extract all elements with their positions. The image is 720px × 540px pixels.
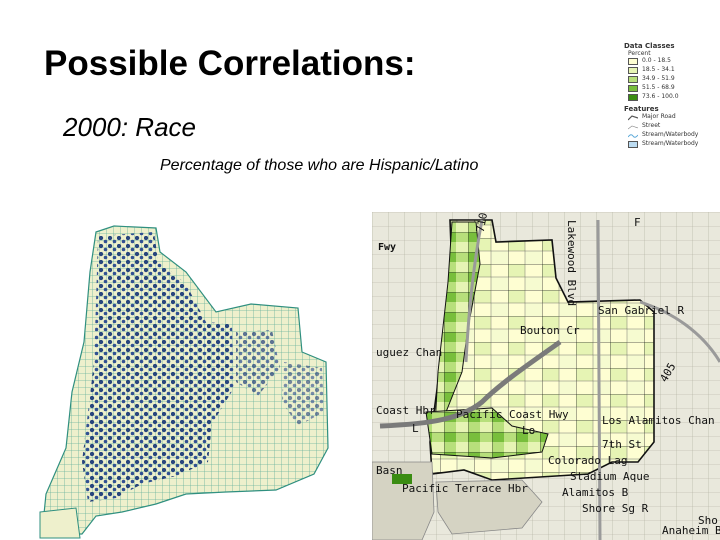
map-label-shore-sg: Shore Sg R bbox=[582, 502, 649, 515]
slide-subtitle: 2000: Race bbox=[63, 112, 196, 142]
left-map bbox=[36, 212, 364, 540]
legend-feature-road: Major Road bbox=[628, 113, 716, 122]
legend-class-2: 18.5 - 34.1 bbox=[628, 66, 716, 75]
map-label-l1: L bbox=[412, 422, 419, 435]
legend-feature-street: Street bbox=[628, 122, 716, 131]
map-label-f: F bbox=[634, 216, 641, 229]
map-label-basn: Basn bbox=[376, 464, 403, 477]
legend-class-4: 51.5 - 68.9 bbox=[628, 84, 716, 93]
stream-icon bbox=[628, 134, 638, 138]
map-label-pacific-terrace: Pacific Terrace Hbr bbox=[402, 482, 528, 495]
map-label-alamitos-b: Alamitos B bbox=[562, 486, 629, 499]
legend-swatch bbox=[628, 58, 638, 65]
legend-class-3: 34.9 - 51.9 bbox=[628, 75, 716, 84]
waterbody-icon bbox=[628, 141, 638, 148]
map-legend: Data Classes Percent 0.0 - 18.5 18.5 - 3… bbox=[624, 42, 716, 184]
map-label-coast-hbr: Coast Hbr bbox=[376, 404, 436, 417]
road-icon bbox=[628, 115, 638, 121]
map-label-pacific-coast: Pacific Coast Hwy bbox=[456, 408, 569, 421]
street-icon bbox=[628, 125, 638, 130]
legend-feature-waterbody: Stream/Waterbody bbox=[628, 140, 716, 149]
legend-subheading: Percent bbox=[628, 50, 651, 57]
map-label-fwy: Fwy bbox=[378, 242, 397, 253]
left-map-graphic bbox=[39, 225, 329, 539]
map-label-uguez: uguez Chan bbox=[376, 346, 443, 359]
map-label-los-alamitos: Los Alamitos Chan bbox=[602, 414, 715, 427]
legend-feature-stream: Stream/Waterbody bbox=[628, 131, 716, 140]
map-label-anaheim-b: Anaheim B bbox=[662, 524, 720, 537]
map-label-stadium-aque: Stadium Aque bbox=[570, 470, 650, 483]
legend-swatch bbox=[628, 85, 638, 92]
right-map: Fwy Lakewood Blvd San Gabriel R Bouton C… bbox=[372, 212, 720, 540]
legend-swatch bbox=[628, 76, 638, 83]
legend-heading-classes: Data Classes bbox=[624, 42, 675, 50]
legend-heading-features: Features bbox=[624, 105, 659, 113]
legend-swatch bbox=[628, 67, 638, 74]
legend-class-5: 73.6 - 100.0 bbox=[628, 93, 716, 102]
map-label-colorado-lag: Colorado Lag bbox=[548, 454, 628, 467]
map-label-bouton: Bouton Cr bbox=[520, 324, 580, 337]
map-label-lakewood: Lakewood Blvd bbox=[565, 220, 578, 307]
right-map-graphic bbox=[372, 212, 720, 540]
map-label-sho: Sho bbox=[698, 514, 718, 527]
map-label-7th: 7th St bbox=[602, 438, 642, 451]
slide-caption: Percentage of those who are Hispanic/Lat… bbox=[160, 157, 479, 174]
map-label-san-gabriel: San Gabriel R bbox=[598, 304, 685, 317]
legend-swatch bbox=[628, 94, 638, 101]
slide-title: Possible Correlations: bbox=[44, 44, 416, 83]
legend-class-1: 0.0 - 18.5 bbox=[628, 57, 716, 66]
map-label-l2: Lo bbox=[522, 424, 536, 437]
